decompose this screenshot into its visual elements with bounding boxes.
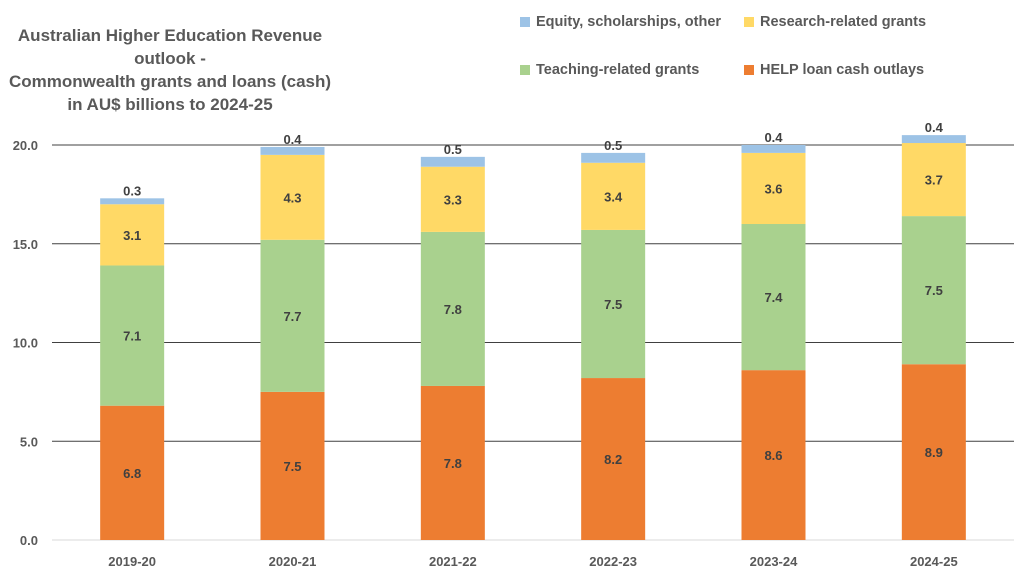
x-tick-label: 2019-20 [108, 554, 156, 569]
y-tick-label: 5.0 [20, 434, 38, 449]
data-label: 3.4 [604, 189, 623, 204]
bar-segment [420, 156, 485, 167]
gridlines [52, 144, 1014, 541]
legend-label-equity: Equity, scholarships, other [536, 14, 722, 30]
y-tick-label: 15.0 [13, 237, 38, 252]
legend-label-research: Research-related grants [760, 14, 927, 30]
bar-segment [100, 265, 165, 406]
data-label: 6.8 [123, 466, 141, 481]
bar-segment [260, 391, 325, 540]
legend-label-help: HELP loan cash outlays [760, 62, 925, 78]
bar-segment [741, 224, 806, 371]
data-label: 8.6 [764, 448, 782, 463]
data-label: 7.5 [604, 297, 622, 312]
bar-segment [581, 229, 646, 379]
chart-title-line-3: in AU$ billions to 2024-25 [67, 95, 273, 114]
x-tick-label: 2024-25 [910, 554, 958, 569]
legend-swatch-equity [520, 17, 530, 27]
chart-title: Australian Higher Education Revenue outl… [0, 24, 340, 116]
chart-title-line-2: Commonwealth grants and loans (cash) [8, 72, 332, 91]
legend-swatch-teaching [520, 65, 530, 75]
bar-segment [260, 154, 325, 240]
legend-swatch-research [744, 17, 754, 27]
bar-segment [260, 146, 325, 155]
bar-segment [901, 364, 966, 540]
data-label: 0.5 [604, 138, 622, 153]
data-label: 7.1 [123, 329, 141, 344]
chart-title-line-1: Australian Higher Education Revenue outl… [17, 26, 323, 68]
bar-segment [901, 135, 966, 144]
x-axis: 2019-20 2020-21 2021-22 2022-23 2023-24 2024-… [108, 554, 957, 569]
data-label: 0.4 [925, 120, 944, 135]
data-label: 7.5 [925, 283, 943, 298]
data-label: 0.5 [444, 142, 462, 157]
x-tick-label: 2021-22 [429, 554, 477, 569]
bar-segment [581, 152, 646, 163]
bar-segment [260, 239, 325, 392]
data-label: 4.3 [283, 190, 301, 205]
bar-segment [100, 405, 165, 540]
data-label: 7.8 [444, 456, 462, 471]
y-tick-label: 10.0 [13, 336, 38, 351]
data-label: 7.4 [764, 290, 783, 305]
data-label: 7.5 [283, 459, 301, 474]
bar-segment [581, 378, 646, 540]
data-label: 0.4 [283, 132, 302, 147]
data-label: 0.4 [764, 130, 783, 145]
y-tick-label: 0.0 [20, 533, 38, 548]
bar-segment [420, 166, 485, 232]
bar-segment [741, 152, 806, 224]
bar-segment [901, 143, 966, 217]
x-tick-label: 2022-23 [589, 554, 637, 569]
x-tick-label: 2023-24 [750, 554, 798, 569]
data-label: 7.7 [283, 309, 301, 324]
legend-item-research: Research-related grants [744, 14, 926, 30]
data-labels: 6.8 7.1 3.1 0.3 7.5 7.7 4.3 0.4 7.8 7.8 3.3 0.5 8.2 7… [123, 120, 944, 481]
data-label: 3.3 [444, 192, 462, 207]
y-axis: 0.0 5.0 10.0 15.0 20.0 [13, 138, 38, 548]
bar-segment [100, 198, 165, 205]
legend-item-help: HELP loan cash outlays [744, 62, 924, 78]
legend-item-equity: Equity, scholarships, other [520, 14, 721, 30]
bar-segment [581, 162, 646, 230]
data-label: 8.2 [604, 452, 622, 467]
bar-segment [420, 231, 485, 386]
bar-segment [100, 204, 165, 266]
legend-item-teaching: Teaching-related grants [520, 62, 699, 78]
bar-segment [420, 385, 485, 540]
data-label: 3.7 [925, 173, 943, 188]
data-label: 3.1 [123, 228, 141, 243]
bar-segment [901, 216, 966, 365]
x-tick-label: 2020-21 [269, 554, 317, 569]
data-label: 3.6 [764, 181, 782, 196]
y-tick-label: 20.0 [13, 138, 38, 153]
legend-swatch-help [744, 65, 754, 75]
data-label: 8.9 [925, 445, 943, 460]
bar-segment [741, 145, 806, 153]
data-label: 0.3 [123, 183, 141, 198]
data-label: 7.8 [444, 302, 462, 317]
bars [100, 135, 966, 540]
bar-segment [741, 370, 806, 540]
legend-label-teaching: Teaching-related grants [536, 62, 700, 78]
